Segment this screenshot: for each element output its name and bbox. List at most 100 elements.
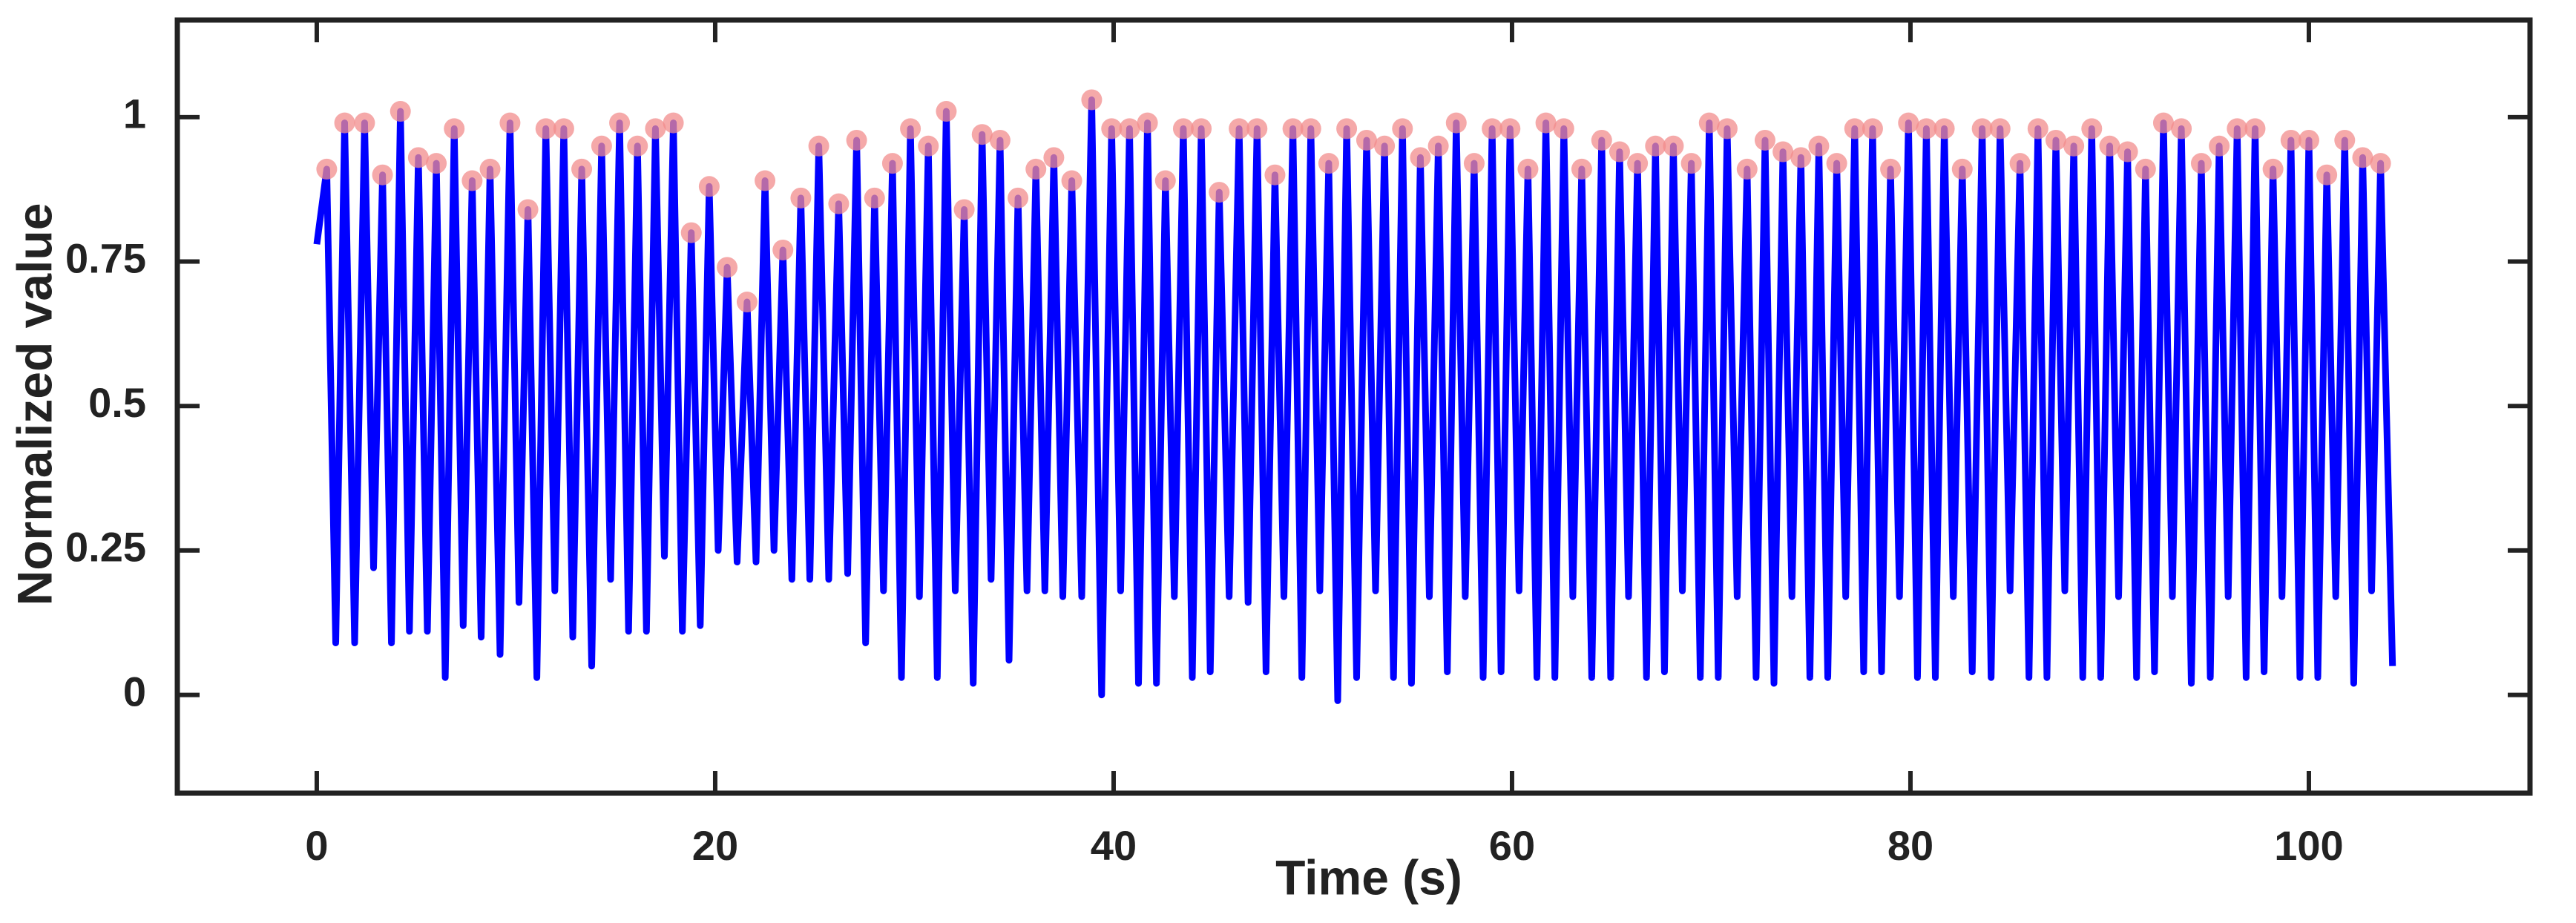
peak-marker	[1154, 170, 1176, 191]
peak-marker	[2152, 112, 2174, 134]
peak-marker	[900, 118, 921, 139]
peak-marker	[1916, 118, 1937, 139]
peak-marker	[2298, 129, 2319, 151]
peak-marker	[1680, 153, 1702, 174]
peak-marker	[1318, 153, 1339, 174]
plot-frame	[174, 17, 2533, 796]
peak-marker	[1025, 158, 1047, 180]
peak-marker	[1989, 118, 2011, 139]
peak-marker	[1591, 129, 1612, 151]
peak-marker	[1264, 164, 1286, 185]
peak-marker	[1754, 129, 1775, 151]
peak-marker	[2081, 118, 2103, 139]
peak-marker	[2099, 135, 2120, 157]
peak-marker	[1716, 118, 1738, 139]
peak-marker	[2227, 118, 2248, 139]
y-axis-label: Normalized value	[7, 203, 62, 606]
peak-marker	[1061, 170, 1082, 191]
peak-marker	[663, 112, 684, 134]
peak-marker	[1336, 118, 1358, 139]
peak-marker	[553, 118, 574, 139]
peak-marker	[1790, 147, 1812, 168]
y-tick-label: 1	[123, 91, 146, 137]
peak-marker	[1427, 135, 1449, 157]
x-tick-label: 60	[1489, 822, 1535, 869]
peak-marker	[1772, 141, 1794, 162]
peak-marker	[2063, 135, 2085, 157]
peak-marker	[989, 129, 1011, 151]
peak-marker	[334, 112, 355, 134]
x-tick-label: 0	[305, 822, 328, 869]
peak-marker	[354, 112, 375, 134]
peak-marker	[1535, 112, 1557, 134]
peak-marker	[680, 222, 702, 243]
peak-marker	[953, 199, 975, 220]
peak-marker	[1499, 118, 1521, 139]
peak-marker	[1933, 118, 1955, 139]
peak-marker	[372, 164, 393, 185]
peak-marker	[426, 153, 447, 174]
peak-marker	[2316, 164, 2338, 185]
peak-marker	[1246, 118, 1268, 139]
peak-marker	[1374, 135, 1396, 157]
x-axis-label: Time (s)	[1275, 850, 1462, 904]
peak-marker	[1282, 118, 1304, 139]
peak-marker	[846, 129, 867, 151]
peak-marker	[1826, 153, 1847, 174]
peak-marker	[627, 135, 648, 157]
peak-marker	[1880, 158, 1902, 180]
peak-marker	[2027, 118, 2048, 139]
peak-marker	[1081, 89, 1103, 111]
peak-marker	[1627, 153, 1649, 174]
peak-marker	[2352, 147, 2373, 168]
peak-marker	[1356, 129, 1377, 151]
peak-marker	[2171, 118, 2192, 139]
peak-marker	[2009, 153, 2031, 174]
peak-marker	[2334, 129, 2356, 151]
peak-marker	[1008, 187, 1029, 208]
peak-marker	[1862, 118, 1883, 139]
peak-marker	[755, 170, 776, 191]
x-tick-label: 100	[2274, 822, 2343, 869]
peak-marker	[1410, 147, 1431, 168]
x-tick-label: 40	[1091, 822, 1137, 869]
peak-marker	[936, 101, 957, 122]
peak-marker	[571, 158, 593, 180]
peak-marker	[499, 112, 521, 134]
peak-marker	[444, 118, 465, 139]
peak-marker	[1137, 112, 1158, 134]
peak-marker	[479, 158, 501, 180]
peak-marker	[1517, 158, 1539, 180]
peak-marker	[2117, 141, 2138, 162]
peak-marker	[591, 135, 612, 157]
peak-marker	[1101, 118, 1123, 139]
peak-marker	[1971, 118, 1993, 139]
peak-marker	[1209, 182, 1230, 203]
peak-marker	[461, 170, 483, 191]
peak-marker	[1392, 118, 1413, 139]
peak-marker	[2190, 153, 2212, 174]
peak-marker	[2209, 135, 2230, 157]
peak-marker	[828, 193, 850, 214]
peak-marker	[2262, 158, 2284, 180]
peak-marker	[2370, 153, 2391, 174]
peak-marker	[736, 292, 758, 313]
peak-marker	[1898, 112, 1919, 134]
peak-marker	[407, 147, 429, 168]
peak-marker	[2244, 118, 2266, 139]
peak-marker	[1463, 153, 1485, 174]
peak-marker	[881, 153, 903, 174]
x-tick-label: 80	[1887, 822, 1933, 869]
peak-marker	[1482, 118, 1503, 139]
peak-marker	[918, 135, 939, 157]
peak-marker	[1043, 147, 1065, 168]
peak-marker	[645, 118, 666, 139]
y-tick-label: 0.25	[65, 524, 146, 571]
peak-marker	[864, 187, 885, 208]
peak-marker	[1191, 118, 1212, 139]
peak-marker	[772, 239, 794, 260]
peak-marker	[1609, 141, 1630, 162]
peak-marker	[1571, 158, 1592, 180]
x-tick-label: 20	[692, 822, 738, 869]
